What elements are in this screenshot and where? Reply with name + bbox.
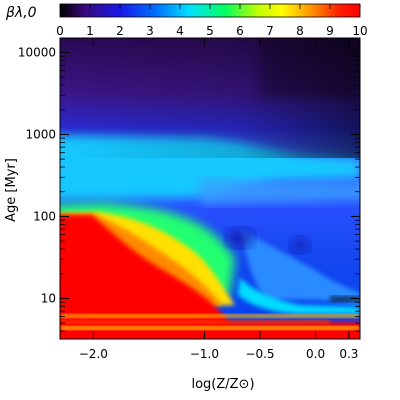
colorbar-ticks: 0 1 2 3 4 5 6 7 8 9 10 <box>56 4 368 38</box>
x-tick-label: −2.0 <box>79 347 108 361</box>
colorbar: βλ,0 0 1 2 3 4 5 6 7 8 9 10 <box>5 3 368 38</box>
heatmap <box>60 38 360 339</box>
y-tick-label: 1000 <box>25 127 56 141</box>
colorbar-tick-label: 3 <box>146 24 154 38</box>
colorbar-tick-label: 0 <box>56 24 64 38</box>
y-axis: 10 100 1000 10000 <box>18 45 360 332</box>
colorbar-tick-label: 2 <box>116 24 124 38</box>
y-tick-label: 10000 <box>18 45 56 59</box>
x-axis: −2.0 −1.0 −0.5 0.0 0.3 <box>79 38 358 361</box>
region-very-young-red <box>60 214 360 339</box>
colorbar-tick-label: 7 <box>266 24 274 38</box>
colorbar-tick-label: 6 <box>236 24 244 38</box>
y-axis-label: Age [Myr] <box>4 158 19 222</box>
x-tick-label: 0.3 <box>339 347 358 361</box>
x-axis-label: log(Z/Z⊙) <box>191 377 254 392</box>
y-tick-label: 100 <box>33 209 56 223</box>
x-tick-label: 0.0 <box>306 347 325 361</box>
colorbar-tick-label: 8 <box>296 24 304 38</box>
plot-frame <box>59 37 361 340</box>
colorbar-tick-label: 4 <box>176 24 184 38</box>
y-tick-label: 10 <box>41 291 56 305</box>
colorbar-tick-label: 9 <box>326 24 334 38</box>
x-tick-label: −0.5 <box>245 347 274 361</box>
colorbar-tick-label: 5 <box>206 24 214 38</box>
colorbar-tick-label: 1 <box>86 24 94 38</box>
colorbar-label: βλ,0 <box>5 5 37 21</box>
colorbar-tick-label: 10 <box>352 24 367 38</box>
x-tick-label: −1.0 <box>190 347 219 361</box>
